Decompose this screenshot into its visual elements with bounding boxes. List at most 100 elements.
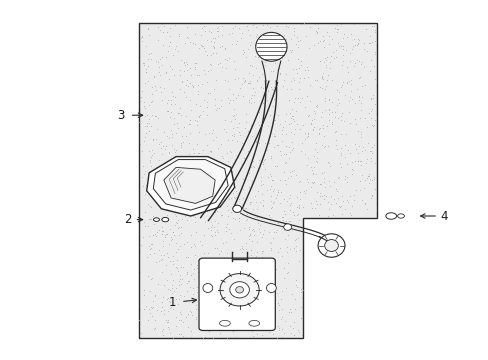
Point	[200, 45, 207, 50]
Point	[290, 118, 298, 124]
Point	[354, 143, 362, 149]
Point	[252, 24, 260, 30]
Point	[297, 289, 305, 295]
Point	[247, 199, 255, 205]
Point	[269, 68, 277, 74]
Point	[152, 190, 160, 195]
Point	[224, 137, 231, 143]
Point	[304, 114, 312, 120]
Point	[172, 165, 180, 170]
Point	[169, 306, 177, 312]
Point	[233, 282, 241, 288]
Point	[198, 160, 205, 166]
Point	[239, 278, 247, 283]
Point	[162, 54, 169, 60]
Point	[140, 287, 147, 293]
Point	[191, 41, 199, 46]
Point	[290, 95, 298, 100]
Point	[257, 234, 265, 240]
Point	[164, 108, 172, 114]
Point	[149, 304, 157, 310]
Point	[188, 83, 196, 89]
Point	[178, 186, 185, 192]
Point	[241, 137, 249, 143]
Point	[232, 325, 240, 331]
Ellipse shape	[318, 234, 345, 257]
Ellipse shape	[229, 282, 249, 298]
Point	[238, 81, 245, 87]
Point	[136, 95, 143, 100]
Point	[332, 27, 340, 32]
Point	[287, 106, 295, 112]
Point	[158, 54, 166, 60]
Point	[252, 214, 260, 220]
Point	[197, 42, 204, 48]
Point	[183, 67, 191, 72]
Point	[260, 319, 268, 324]
Point	[166, 201, 174, 206]
Point	[243, 135, 250, 140]
Point	[172, 168, 180, 174]
Point	[311, 198, 319, 204]
Point	[200, 131, 208, 137]
Point	[263, 276, 270, 282]
Point	[230, 112, 238, 118]
Point	[135, 318, 143, 323]
Point	[154, 24, 162, 30]
Ellipse shape	[255, 32, 286, 61]
Point	[192, 184, 200, 190]
Point	[230, 194, 238, 200]
Point	[161, 146, 169, 152]
Point	[147, 204, 155, 210]
Point	[298, 287, 306, 293]
Point	[233, 38, 241, 44]
Point	[266, 205, 274, 211]
Point	[240, 78, 248, 84]
Point	[256, 229, 264, 235]
Point	[191, 64, 199, 69]
Point	[335, 100, 343, 106]
Point	[282, 131, 289, 137]
Point	[326, 54, 334, 59]
Point	[207, 30, 215, 35]
Point	[198, 81, 206, 87]
Point	[168, 291, 176, 296]
Point	[273, 335, 281, 341]
Point	[144, 244, 152, 249]
Point	[165, 114, 173, 120]
Point	[199, 108, 206, 114]
Point	[334, 203, 342, 209]
Point	[271, 195, 279, 201]
Point	[152, 136, 160, 142]
Point	[366, 57, 374, 63]
Point	[229, 190, 237, 195]
Point	[160, 252, 167, 258]
Point	[318, 170, 325, 175]
Point	[331, 186, 339, 192]
Point	[160, 167, 167, 173]
Point	[341, 93, 348, 98]
Point	[290, 77, 298, 83]
Point	[327, 99, 335, 105]
Point	[248, 133, 256, 139]
Point	[266, 193, 274, 199]
Point	[205, 148, 213, 154]
Point	[142, 112, 150, 118]
Point	[248, 287, 256, 293]
Point	[286, 200, 294, 206]
Point	[274, 300, 282, 306]
Point	[243, 23, 250, 29]
Point	[330, 197, 338, 202]
Point	[204, 204, 212, 210]
Point	[162, 262, 170, 268]
Point	[147, 171, 155, 177]
Point	[239, 93, 247, 99]
Point	[143, 318, 151, 323]
Point	[149, 213, 157, 219]
Point	[346, 31, 354, 36]
Point	[244, 27, 252, 33]
Point	[360, 185, 367, 191]
Point	[273, 142, 281, 148]
Point	[247, 238, 255, 244]
Point	[224, 226, 232, 232]
